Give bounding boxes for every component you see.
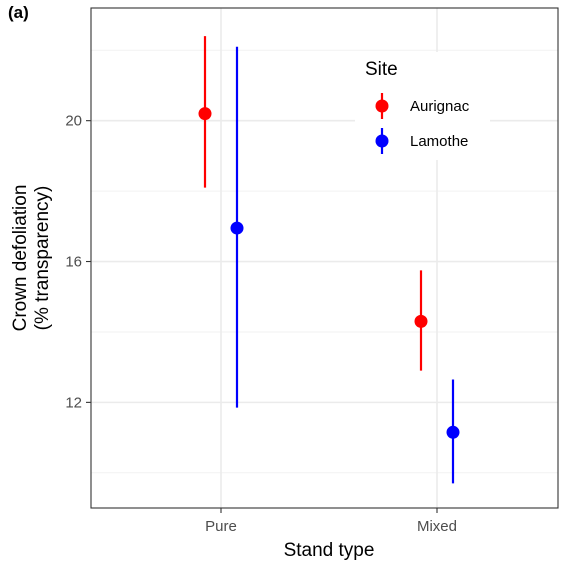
legend-key [375,128,389,154]
y-axis-title-line-2: (% transparency) [32,186,53,331]
y-axis-title: Crown defoliation (% transparency) [10,185,53,332]
data-point [414,314,428,328]
data-point [230,221,244,235]
legend: Site Aurignac Lamothe [355,52,490,160]
grid-minor [91,49,558,474]
x-tick-label: Pure [205,518,237,535]
y-axis: 12 16 20 [65,113,91,411]
series-layer [198,36,460,484]
y-tick-label: 20 [65,113,82,130]
x-axis-title: Stand type [284,540,375,561]
legend-label: Aurignac [410,98,470,115]
legend-key [375,93,389,119]
x-axis: Pure Mixed [205,508,457,535]
grid-major [91,8,558,508]
y-axis-title-line-1: Crown defoliation [10,185,31,332]
legend-title: Site [365,59,398,80]
panel-label: (a) [8,3,29,22]
plot-border [90,7,559,509]
y-tick-label: 16 [65,254,82,271]
data-point [446,425,460,439]
x-tick-label: Mixed [417,518,457,535]
data-point [198,107,212,121]
legend-label: Lamothe [410,133,468,150]
y-tick-label: 12 [65,394,82,411]
legend-key-point [375,99,389,113]
legend-key-point [375,134,389,148]
